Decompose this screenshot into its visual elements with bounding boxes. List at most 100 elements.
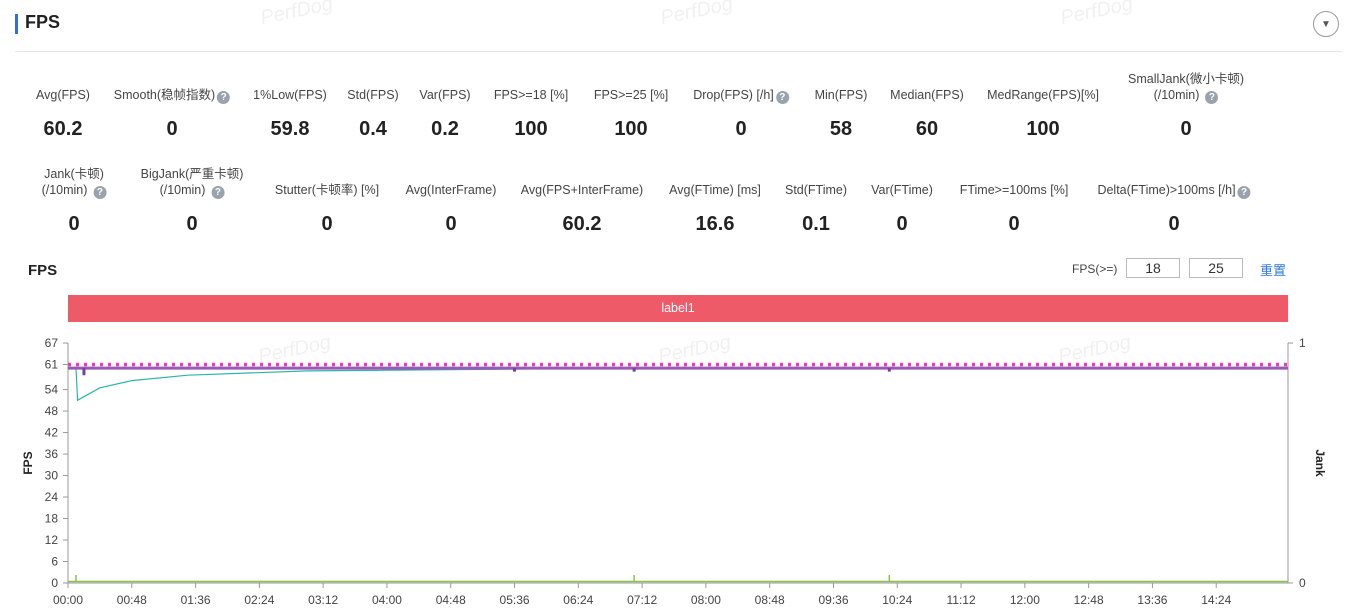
x-tick-label: 10:24 [882, 593, 912, 607]
fps-chart[interactable]: PerfDog PerfDog PerfDog 0 6 12 18 24 30 36 42 48 54 6… [0, 325, 1352, 609]
x-tick-label: 00:00 [53, 593, 83, 607]
metric-label: Min(FPS) [815, 87, 868, 103]
y-tick-label: 6 [51, 555, 58, 569]
metric-label: Var(FTime) [871, 182, 933, 198]
metric-label-text: BigJank(严重卡顿) [140, 167, 244, 181]
help-icon[interactable]: ? [217, 91, 231, 104]
metric-label-text: SmallJank(微小卡顿) [1128, 72, 1244, 86]
x-tick-label: 00:48 [117, 593, 147, 607]
metric-label: BigJank(严重卡顿) (/10min)? [140, 166, 244, 199]
threshold-input-1[interactable] [1126, 258, 1180, 278]
metric-label-text: FTime>=100ms [%] [959, 183, 1069, 197]
watermark: PerfDog [658, 0, 735, 30]
metric-value: 0 [1168, 213, 1180, 235]
metric-label-text: Drop(FPS) [/h]? [693, 87, 789, 104]
metric-value: 60.2 [43, 118, 83, 140]
metric-label-unit: (/10min)? [1128, 87, 1244, 104]
metric-label-text: Std(FTime) [784, 183, 848, 197]
x-tick-label: 12:00 [1010, 593, 1040, 607]
metric-label: Drop(FPS) [/h]? [693, 87, 789, 104]
help-icon[interactable]: ? [93, 186, 107, 199]
metric-label-unit: (/10min)? [42, 182, 107, 199]
metric-label: MedRange(FPS)[%] [987, 87, 1099, 103]
y-tick-label: 67 [45, 336, 59, 350]
metric-value: 100 [1026, 118, 1060, 140]
metric-value: 59.8 [270, 118, 310, 140]
metric-label-text: Jank(卡顿) [44, 167, 104, 181]
metric-label-text: Delta(FTime)>100ms [/h]? [1097, 182, 1251, 199]
metric-label-text: Avg(FTime) [ms] [669, 183, 761, 197]
metric-value: 0 [1008, 213, 1020, 235]
metric-label: Median(FPS) [890, 87, 964, 103]
metric-value: 0 [735, 118, 747, 140]
y-tick-label: 61 [45, 357, 59, 371]
metric-label: Std(FPS) [347, 87, 398, 103]
metric-value: 100 [614, 118, 648, 140]
metric-label-text: Stutter(卡顿率) [%] [274, 183, 380, 197]
metric-label: Avg(FPS) [36, 87, 90, 103]
y-tick-label: 48 [45, 404, 59, 418]
metric-label: Delta(FTime)>100ms [/h]? [1097, 182, 1251, 199]
metric-value: 100 [514, 118, 548, 140]
watermark: PerfDog [1058, 0, 1135, 30]
x-tick-label: 01:36 [181, 593, 211, 607]
metric-label: FPS>=25 [%] [594, 87, 668, 103]
metric-label-text: FPS>=25 [%] [593, 88, 669, 102]
x-tick-label: 09:36 [818, 593, 848, 607]
y-tick-label: 30 [45, 469, 59, 483]
reset-link[interactable]: 重置 [1260, 263, 1287, 278]
watermark: PerfDog [656, 331, 732, 368]
series-avg-fps-line [75, 366, 1289, 402]
help-icon[interactable]: ? [1237, 186, 1251, 199]
metric-label: Avg(FTime) [ms] [669, 182, 761, 198]
watermark: PerfDog [1056, 331, 1132, 368]
metric-value: 16.6 [695, 213, 735, 235]
x-tick-label: 08:48 [755, 593, 785, 607]
metric-label-text: MedRange(FPS)[%] [987, 88, 1099, 102]
metric-label: Avg(FPS+InterFrame) [521, 182, 643, 198]
y2-tick-label: 1 [1299, 336, 1306, 350]
metric-label: Stutter(卡顿率) [%] [275, 182, 379, 198]
chart-section-title: FPS [28, 262, 58, 279]
metric-label: FTime>=100ms [%] [960, 182, 1069, 198]
y2-axis-label: Jank [1313, 449, 1327, 477]
help-icon[interactable]: ? [211, 186, 225, 199]
header-accent-bar [15, 14, 18, 34]
metric-value: 0.2 [431, 118, 459, 140]
metric-value: 0 [186, 213, 198, 235]
collapse-button[interactable]: ▼ [1313, 11, 1339, 37]
help-icon[interactable]: ? [1205, 91, 1219, 104]
metric-label: Var(FPS) [419, 87, 470, 103]
x-tick-label: 14:24 [1201, 593, 1231, 607]
metric-label-text: Avg(FPS+InterFrame) [520, 183, 644, 197]
x-tick-label: 13:36 [1137, 593, 1167, 607]
x-tick-label: 04:00 [372, 593, 402, 607]
help-icon[interactable]: ? [775, 91, 789, 104]
x-tick-label: 11:12 [947, 593, 976, 607]
metric-label-text: FPS>=18 [%] [493, 88, 569, 102]
metric-label-text: Var(FTime) [871, 183, 933, 197]
metric-label: Std(FTime) [785, 182, 847, 198]
metric-value: 0 [1180, 118, 1192, 140]
metric-label: 1%Low(FPS) [253, 87, 327, 103]
metric-label-unit: (/10min)? [141, 182, 244, 199]
x-tick-label: 04:48 [436, 593, 466, 607]
header-divider [15, 51, 1342, 52]
y-axis-label: FPS [21, 451, 35, 474]
x-tick-label: 05:36 [500, 593, 530, 607]
watermark: PerfDog [256, 331, 332, 368]
metric-label-text: Std(FPS) [347, 88, 399, 102]
metric-value: 60.2 [562, 213, 602, 235]
y-tick-label: 54 [45, 383, 59, 397]
metric-label-text: Smooth(稳帧指数)? [114, 87, 231, 104]
x-tick-label: 03:12 [308, 593, 338, 607]
metric-value: 0 [68, 213, 80, 235]
metric-label-text: Avg(InterFrame) [405, 183, 497, 197]
metric-label-text: Min(FPS) [814, 88, 868, 102]
threshold-input-2[interactable] [1189, 258, 1243, 278]
y-tick-label: 18 [45, 512, 59, 526]
metric-label-text: Avg(FPS) [36, 88, 90, 102]
label-bar[interactable]: label1 [68, 295, 1288, 322]
x-tick-label: 02:24 [244, 593, 274, 607]
y-tick-label: 0 [51, 576, 58, 590]
